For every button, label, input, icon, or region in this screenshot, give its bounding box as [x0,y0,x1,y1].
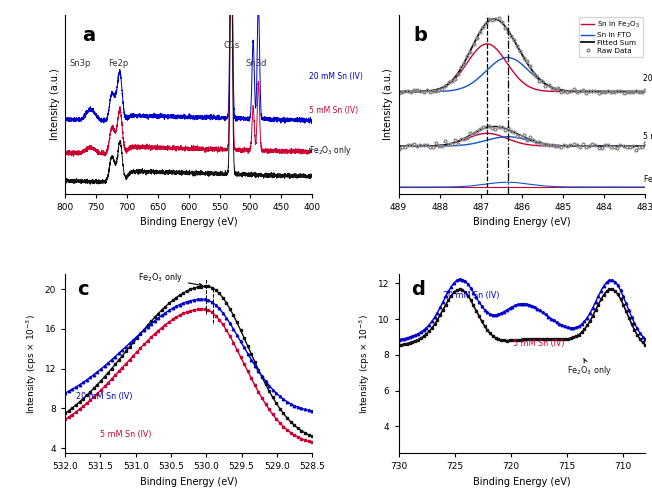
Text: 20 mM Sn (IV): 20 mM Sn (IV) [309,72,363,81]
Sn in FTO [496,57,503,63]
Sn in Fe$_2$O$_3$ [530,86,538,92]
Fitted Sum [490,16,498,22]
Raw Data [479,24,487,30]
Fitted Sum [598,89,606,95]
Line: Fitted Sum: Fitted Sum [398,19,645,92]
Sn in Fe$_2$O$_3$ [642,89,649,95]
Sn in Fe$_2$O$_3$ [483,41,491,47]
X-axis label: Binding Energy (eV): Binding Energy (eV) [473,477,571,487]
Raw Data [532,73,540,79]
Raw Data [495,15,503,21]
Line: Sn in FTO: Sn in FTO [398,58,645,92]
Fitted Sum [578,89,586,95]
Fitted Sum [642,89,649,95]
Raw Data [642,87,649,93]
Sn in FTO [476,74,484,80]
Text: 5 mM Sn (IV): 5 mM Sn (IV) [309,106,358,115]
Sn in FTO [578,89,586,95]
Text: Fe$_2$O$_3$ only: Fe$_2$O$_3$ only [138,271,202,286]
Sn in Fe$_2$O$_3$ [476,44,484,50]
Sn in FTO [504,55,512,61]
Sn in Fe$_2$O$_3$ [578,89,586,95]
Text: O1s: O1s [223,41,239,50]
Text: Fe$_2$O$_3$ only: Fe$_2$O$_3$ only [567,359,612,376]
Text: 5 mM Sn (IV): 5 mM Sn (IV) [100,430,152,439]
Y-axis label: Intensity (a.u.): Intensity (a.u.) [383,69,393,140]
Sn in FTO [394,89,402,95]
Text: Fe$_2$O$_3$ only: Fe$_2$O$_3$ only [309,144,352,157]
Y-axis label: Intensity (cps $\times$ 10$^{-3}$): Intensity (cps $\times$ 10$^{-3}$) [25,314,39,414]
Raw Data [420,89,428,95]
Legend: Sn in Fe$_2$O$_3$, Sn in FTO, Fitted Sum, Raw Data: Sn in Fe$_2$O$_3$, Sn in FTO, Fitted Sum… [578,17,644,57]
Raw Data [394,91,402,97]
Fitted Sum [476,29,484,35]
Fitted Sum [394,89,402,95]
Sn in Fe$_2$O$_3$ [455,71,463,77]
Sn in FTO [642,89,649,95]
Sn in FTO [530,73,538,79]
Raw Data [469,41,477,47]
Fitted Sum [496,18,504,24]
Text: 5 mM Sn (IV): 5 mM Sn (IV) [644,132,652,141]
Raw Data [492,16,499,22]
Fitted Sum [455,68,463,74]
X-axis label: Binding Energy (eV): Binding Energy (eV) [473,218,571,228]
Sn in Fe$_2$O$_3$ [394,89,402,95]
Sn in FTO [598,89,606,95]
Text: Sn3d: Sn3d [245,59,267,68]
Text: 20 mM Sn (IV): 20 mM Sn (IV) [76,391,132,400]
Sn in Fe$_2$O$_3$ [496,50,504,56]
Y-axis label: Intensity (a.u.): Intensity (a.u.) [50,69,59,140]
Text: c: c [78,280,89,299]
Sn in Fe$_2$O$_3$ [598,89,606,95]
Text: a: a [83,26,96,45]
X-axis label: Binding Energy (eV): Binding Energy (eV) [140,477,237,487]
Text: b: b [413,26,427,45]
Line: Sn in Fe$_2$O$_3$: Sn in Fe$_2$O$_3$ [398,44,645,92]
Fitted Sum [530,70,538,76]
Sn in FTO [455,86,463,92]
Text: Fe2p: Fe2p [108,59,128,68]
Text: Fe$_2$O$_3$ only: Fe$_2$O$_3$ only [644,173,652,186]
Raw Data [488,17,496,23]
Text: 20 mM Sn (IV): 20 mM Sn (IV) [443,290,500,300]
Text: 5 mM Sn (IV): 5 mM Sn (IV) [513,339,565,348]
Text: Sn3p: Sn3p [70,59,91,68]
Y-axis label: Intensity (cps $\times$ 10$^{-3}$): Intensity (cps $\times$ 10$^{-3}$) [358,314,372,414]
Text: 20 mM Sn (IV): 20 mM Sn (IV) [644,74,652,83]
X-axis label: Binding Energy (eV): Binding Energy (eV) [140,218,237,228]
Text: d: d [411,280,424,299]
Line: Raw Data: Raw Data [397,16,647,95]
